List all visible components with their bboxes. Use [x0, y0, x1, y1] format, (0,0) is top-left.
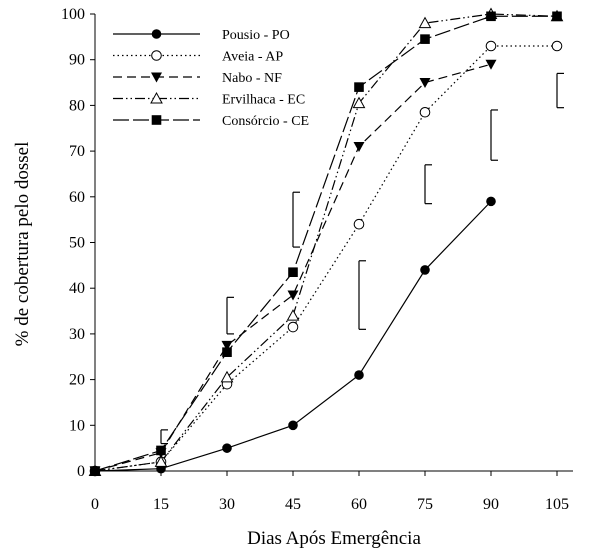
y-tick-label: 0 [77, 463, 85, 480]
legend-marker [151, 72, 162, 83]
x-tick-label: 90 [483, 496, 499, 513]
legend-marker [150, 91, 163, 104]
legend-marker [151, 50, 162, 61]
data-point-consorcio-ce [354, 82, 364, 92]
data-point-consorcio-ce [222, 347, 232, 357]
series-line-consorcio-ce [94, 15, 557, 472]
x-tick-label: 105 [545, 496, 569, 513]
x-tick-label: 75 [417, 496, 433, 513]
data-point-ervilhaca-ec [154, 455, 168, 467]
y-tick-label: 10 [69, 417, 85, 434]
y-tick-label: 100 [61, 6, 85, 23]
data-point-nabo-nf [287, 290, 299, 301]
y-tick-label: 20 [69, 372, 85, 389]
x-tick-label: 45 [285, 496, 301, 513]
legend-label: Ervilhaca - EC [222, 93, 305, 108]
data-point-consorcio-ce [420, 34, 430, 44]
data-point-ervilhaca-ec [286, 309, 300, 321]
x-tick-label: 15 [153, 496, 169, 513]
y-tick-label: 60 [69, 189, 85, 206]
data-point-consorcio-ce [288, 267, 298, 278]
y-tick-label: 50 [69, 235, 85, 252]
legend-label: Consórcio - CE [222, 114, 309, 129]
y-tick-label: 40 [69, 280, 85, 297]
error-bars [160, 72, 564, 445]
data-point-aveia-ap [485, 40, 497, 52]
y-tick-label: 70 [69, 143, 85, 160]
series-lines [94, 13, 558, 472]
x-tick-label: 30 [219, 496, 235, 513]
legend-label: Aveia - AP [222, 50, 283, 65]
data-point-ervilhaca-ec [352, 96, 366, 109]
data-point-aveia-ap [287, 321, 299, 333]
y-tick-label: 80 [69, 97, 85, 114]
series-line-ervilhaca-ec [94, 13, 558, 472]
x-tick-label: 60 [351, 496, 367, 513]
legend-label: Pousio - PO [222, 28, 290, 43]
legend-marker [151, 115, 162, 125]
legend-label: Nabo - NF [222, 71, 282, 86]
data-point-ervilhaca-ec [418, 16, 432, 29]
x-tick-label: 0 [91, 496, 99, 513]
data-point-pousio-po [354, 370, 364, 380]
data-point-nabo-nf [353, 142, 365, 153]
data-point-pousio-po [222, 443, 232, 453]
data-point-aveia-ap [551, 40, 563, 52]
data-points [88, 7, 564, 477]
data-point-consorcio-ce [486, 11, 496, 22]
legend-marker [151, 29, 162, 39]
data-point-nabo-nf [419, 78, 431, 89]
data-point-ervilhaca-ec [220, 370, 234, 383]
x-axis-title: Dias Após Emergência [247, 528, 421, 549]
data-point-pousio-po [420, 265, 430, 275]
y-tick-label: 30 [69, 326, 85, 343]
data-point-consorcio-ce [552, 11, 562, 22]
axes: 0 10 20 30 40 50 60 70 80 90 100 0 15 30 45 60 75 90 105 [61, 6, 573, 513]
data-point-aveia-ap [419, 106, 431, 118]
data-point-pousio-po [288, 420, 298, 431]
legend: Pousio - PO Aveia - AP Nabo - NF Ervilhaca … [113, 28, 309, 129]
data-point-nabo-nf [221, 340, 233, 351]
data-point-pousio-po [486, 196, 496, 207]
series-line-aveia-ap [94, 45, 557, 472]
data-point-nabo-nf [485, 59, 497, 70]
y-axis-title: % de cobertura pelo dossel [12, 142, 33, 347]
y-tick-label: 90 [69, 52, 85, 69]
data-point-consorcio-ce [156, 445, 166, 456]
data-point-aveia-ap [353, 218, 365, 230]
